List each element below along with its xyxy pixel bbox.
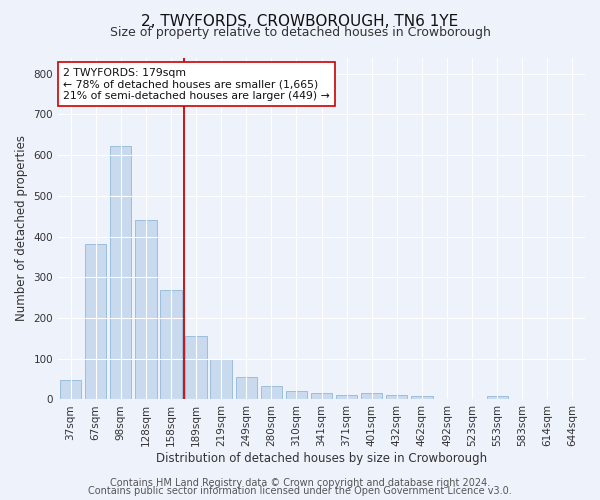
Text: Contains public sector information licensed under the Open Government Licence v3: Contains public sector information licen… xyxy=(88,486,512,496)
Bar xyxy=(211,359,232,400)
Bar xyxy=(361,394,382,400)
Bar xyxy=(110,146,131,400)
Bar xyxy=(135,220,157,400)
Y-axis label: Number of detached properties: Number of detached properties xyxy=(15,136,28,322)
Bar xyxy=(411,396,433,400)
Bar xyxy=(386,394,407,400)
Bar xyxy=(286,390,307,400)
Bar xyxy=(311,392,332,400)
Bar xyxy=(160,290,182,400)
X-axis label: Distribution of detached houses by size in Crowborough: Distribution of detached houses by size … xyxy=(156,452,487,465)
Bar xyxy=(260,386,282,400)
Bar xyxy=(336,394,357,400)
Bar xyxy=(185,336,207,400)
Text: Size of property relative to detached houses in Crowborough: Size of property relative to detached ho… xyxy=(110,26,490,39)
Bar xyxy=(85,244,106,400)
Bar xyxy=(236,377,257,400)
Bar xyxy=(60,380,81,400)
Bar xyxy=(487,396,508,400)
Text: 2, TWYFORDS, CROWBOROUGH, TN6 1YE: 2, TWYFORDS, CROWBOROUGH, TN6 1YE xyxy=(142,14,458,29)
Text: Contains HM Land Registry data © Crown copyright and database right 2024.: Contains HM Land Registry data © Crown c… xyxy=(110,478,490,488)
Text: 2 TWYFORDS: 179sqm
← 78% of detached houses are smaller (1,665)
21% of semi-deta: 2 TWYFORDS: 179sqm ← 78% of detached hou… xyxy=(64,68,330,101)
